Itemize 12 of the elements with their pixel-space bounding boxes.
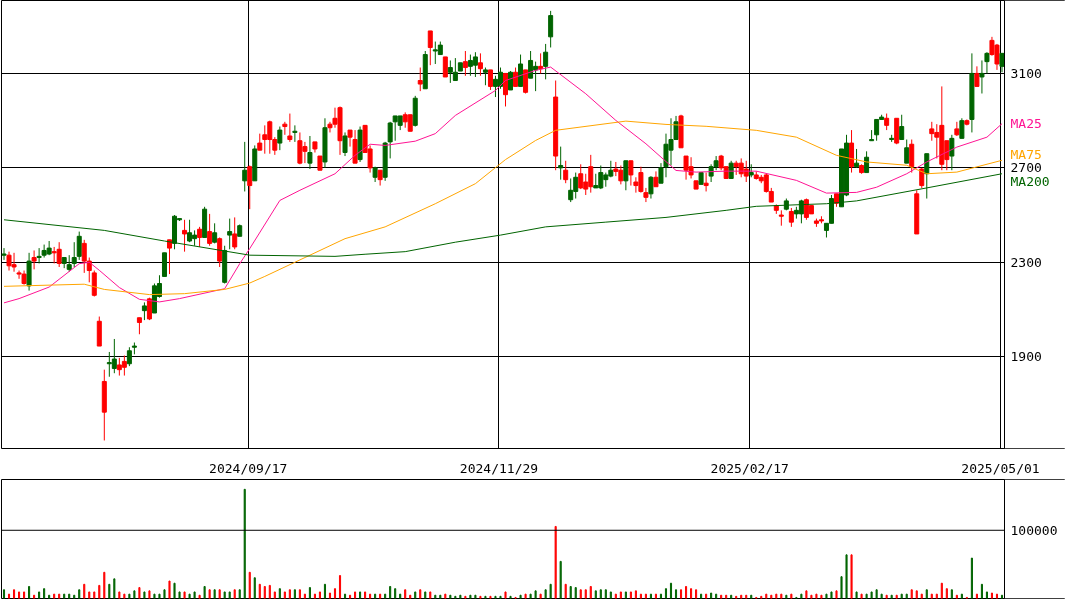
x-tick-label: 2025/05/01 <box>961 460 1040 476</box>
y-tick-label: 2700 <box>1010 160 1042 176</box>
text: 100000 <box>1010 522 1058 538</box>
series-label: MA75 <box>1010 146 1042 162</box>
y-tick-label: 3100 <box>1010 65 1042 81</box>
series-label: MA25 <box>1010 116 1042 132</box>
y-tick-label: 1900 <box>1010 349 1042 365</box>
x-tick-label: 2024/11/29 <box>459 460 539 476</box>
series-label: MA200 <box>1010 174 1050 190</box>
y-tick-label: 2300 <box>1010 254 1042 270</box>
x-tick-label: 2024/09/17 <box>209 460 288 476</box>
x-tick-label: 2025/02/17 <box>710 460 789 476</box>
